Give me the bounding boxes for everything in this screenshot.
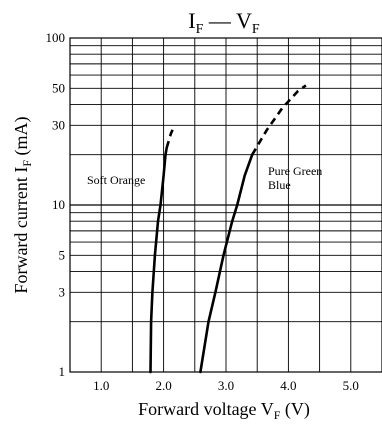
y-tick-label: 50 xyxy=(52,80,65,95)
series-lines xyxy=(149,84,307,374)
title-sub-f2: F xyxy=(252,22,260,37)
title-dash: — xyxy=(203,8,236,33)
ylabel-sub: F xyxy=(20,160,34,167)
x-tick-label: 4.0 xyxy=(280,378,296,393)
svg-text:Forward voltage VF (V): Forward voltage VF (V) xyxy=(138,399,310,422)
x-tick-label: 3.0 xyxy=(218,378,234,393)
x-axis-label: Forward voltage VF (V) xyxy=(138,399,310,422)
series-label-pure-green: Pure Green xyxy=(268,164,322,178)
series-label-pure-green-blue: Pure Green Blue xyxy=(268,164,325,192)
series-line-dashed-soft-orange xyxy=(165,124,176,149)
ylabel-text: Forward current I xyxy=(11,167,31,294)
y-axis-label: Forward current IF (mA) xyxy=(11,116,34,293)
title-v: V xyxy=(236,8,252,33)
x-tick-label: 2.0 xyxy=(155,378,171,393)
plot-frame xyxy=(69,37,382,373)
xlabel-unit: (V) xyxy=(280,399,310,420)
y-tick-label: 30 xyxy=(52,117,65,132)
svg-text:IF — VF: IF — VF xyxy=(188,8,260,37)
series-line-dashed-pure-green-blue xyxy=(251,84,307,156)
y-tick-label: 10 xyxy=(52,197,65,212)
x-tick-label: 5.0 xyxy=(343,378,359,393)
xlabel-sub: F xyxy=(274,408,281,422)
chart-title: IF — VF xyxy=(188,8,260,37)
series-line-soft-orange xyxy=(149,146,168,374)
series-label-soft-orange: Soft Orange xyxy=(87,173,145,187)
x-tick-label: 1.0 xyxy=(93,378,109,393)
grid xyxy=(70,38,382,372)
ylabel-unit: (mA) xyxy=(11,116,32,160)
y-tick-label: 3 xyxy=(59,284,66,299)
xlabel-text: Forward voltage V xyxy=(138,399,274,419)
series-label-blue: Blue xyxy=(268,178,291,192)
title-i: I xyxy=(188,8,195,33)
tick-labels: 1.0 2.0 3.0 4.0 5.0 1 3 5 10 30 50 100 xyxy=(46,30,359,393)
series-labels: Soft Orange Pure Green Blue xyxy=(87,164,325,192)
series-line-pure-green-blue xyxy=(199,153,254,374)
title-sub-f1: F xyxy=(196,22,204,37)
y-tick-label: 100 xyxy=(46,30,66,45)
svg-text:Forward current IF (mA): Forward current IF (mA) xyxy=(11,116,34,293)
y-tick-label: 1 xyxy=(59,364,66,379)
y-tick-label: 5 xyxy=(59,247,66,262)
